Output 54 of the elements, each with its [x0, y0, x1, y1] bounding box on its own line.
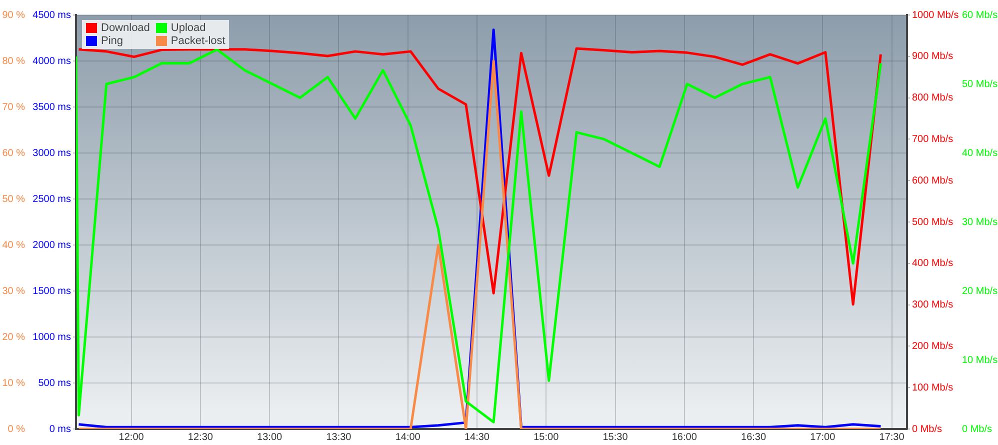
y2-tick-label: 800 Mb/s: [912, 92, 954, 104]
x-tick-label: 12:30: [188, 432, 214, 443]
y2-tick-label: 1000 Mb/s: [912, 10, 959, 21]
y2-tick-label: 60 Mb/s: [962, 10, 998, 21]
y-tick-label: 50 %: [2, 194, 26, 205]
x-tick-label: 14:00: [395, 432, 421, 443]
y-tick-label: 2000 ms: [32, 240, 71, 251]
y-tick-label: 30 %: [2, 286, 26, 297]
y-tick-label: 20 %: [2, 332, 26, 343]
x-tick-label: 16:30: [741, 432, 766, 443]
y-tick-label: 3000 ms: [32, 148, 71, 159]
y-tick-label: 3500 ms: [32, 102, 71, 113]
y-tick-label: 1500 ms: [32, 286, 71, 297]
y2-tick-label: 100 Mb/s: [912, 382, 954, 394]
legend-label: Ping: [101, 35, 124, 47]
y2-tick-label: 20 Mb/s: [962, 286, 998, 297]
y2-tick-label: 30 Mb/s: [962, 216, 998, 228]
y-tick-label: 4500 ms: [32, 10, 71, 21]
x-tick-label: 12:00: [118, 432, 144, 443]
y-tick-label: 500 ms: [38, 378, 71, 389]
y2-tick-label: 400 Mb/s: [912, 258, 954, 270]
y-tick-label: 90 %: [2, 10, 26, 21]
y2-tick-label: 0 Mb/s: [962, 424, 992, 435]
legend-label: Download: [101, 22, 150, 34]
y2-tick-label: 300 Mb/s: [912, 300, 954, 311]
y2-tick-label: 500 Mb/s: [912, 216, 954, 228]
y2-tick-label: 0 Mb/s: [912, 424, 942, 435]
legend-label: Upload: [170, 22, 206, 34]
x-tick-label: 16:00: [672, 432, 698, 443]
y2-tick-label: 10 Mb/s: [962, 354, 998, 366]
x-tick-label: 15:00: [534, 432, 560, 443]
y-tick-label: 10 %: [2, 378, 26, 389]
y-tick-label: 60 %: [2, 148, 26, 159]
y2-tick-label: 900 Mb/s: [912, 51, 954, 62]
y-tick-label: 4000 ms: [32, 56, 71, 67]
y-tick-label: 2500 ms: [32, 194, 71, 205]
y2-tick-label: 600 Mb/s: [912, 175, 954, 186]
x-tick-label: 14:30: [464, 432, 490, 443]
y-tick-label: 1000 ms: [32, 332, 71, 343]
y-tick-label: 40 %: [2, 240, 26, 251]
y2-tick-label: 50 Mb/s: [962, 78, 998, 90]
x-tick-label: 17:30: [879, 432, 905, 443]
y-tick-label: 70 %: [2, 102, 26, 113]
y-tick-label: 0 %: [8, 424, 26, 435]
y2-tick-label: 200 Mb/s: [912, 340, 954, 352]
y2-tick-label: 40 Mb/s: [962, 148, 998, 159]
legend-label: Packet-lost: [170, 35, 226, 47]
x-tick-label: 13:00: [257, 432, 283, 443]
y-tick-label: 0 ms: [49, 424, 71, 435]
x-tick-label: 15:30: [602, 432, 628, 443]
y-tick-label: 80 %: [2, 56, 26, 67]
y2-tick-label: 700 Mb/s: [912, 134, 954, 145]
x-tick-label: 13:30: [326, 432, 352, 443]
x-tick-label: 17:00: [810, 432, 836, 443]
